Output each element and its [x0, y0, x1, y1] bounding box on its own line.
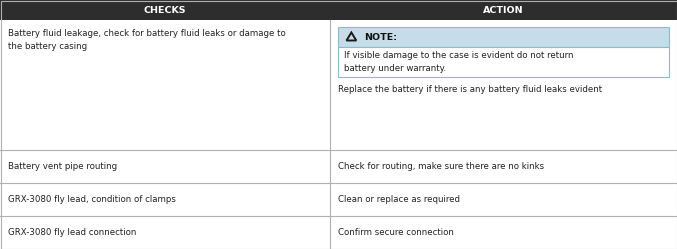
Text: Battery vent pipe routing: Battery vent pipe routing	[8, 162, 117, 171]
Text: GRX-3080 fly lead connection: GRX-3080 fly lead connection	[8, 228, 136, 237]
Text: NOTE:: NOTE:	[364, 33, 397, 42]
Text: If visible damage to the case is evident do not return
battery under warranty.: If visible damage to the case is evident…	[345, 51, 574, 73]
Bar	[0, 216, 677, 249]
Bar	[0, 0, 677, 20]
Text: ACTION: ACTION	[483, 5, 524, 14]
Bar	[0, 20, 677, 150]
Text: Replace the battery if there is any battery fluid leaks evident: Replace the battery if there is any batt…	[338, 85, 603, 94]
Bar	[0, 183, 677, 216]
Text: Battery fluid leakage, check for battery fluid leaks or damage to
the battery ca: Battery fluid leakage, check for battery…	[8, 29, 286, 51]
Text: CHECKS: CHECKS	[144, 5, 186, 14]
Bar	[338, 47, 669, 77]
Bar	[0, 150, 677, 183]
Bar	[338, 27, 669, 47]
Text: Check for routing, make sure there are no kinks: Check for routing, make sure there are n…	[338, 162, 544, 171]
Text: GRX-3080 fly lead, condition of clamps: GRX-3080 fly lead, condition of clamps	[8, 195, 176, 204]
Text: Clean or replace as required: Clean or replace as required	[338, 195, 460, 204]
Text: Confirm secure connection: Confirm secure connection	[338, 228, 454, 237]
